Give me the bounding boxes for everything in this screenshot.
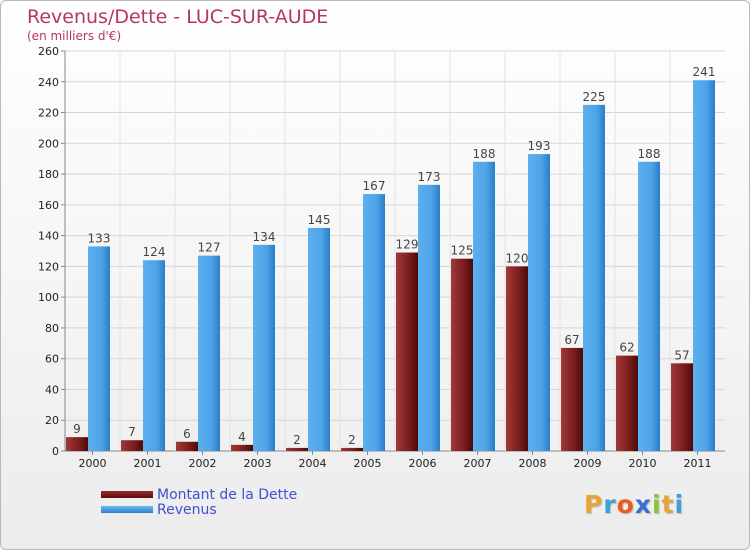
- legend-item-dette: Montant de la Dette: [101, 486, 298, 503]
- bar-dette: [121, 440, 143, 451]
- bar-dette: [176, 441, 198, 451]
- data-label: 188: [638, 147, 661, 161]
- x-tick-label: 2004: [299, 457, 327, 470]
- logo-letter: o: [616, 490, 635, 519]
- data-label: 62: [619, 341, 634, 355]
- bar-dette: [286, 447, 308, 451]
- data-label: 129: [396, 238, 419, 252]
- logo-letter: r: [603, 490, 617, 519]
- data-label: 6: [183, 427, 191, 441]
- legend: Montant de la Dette Revenus: [101, 486, 298, 518]
- y-tick-label: 100: [38, 291, 59, 304]
- bar-dette: [616, 355, 638, 451]
- x-tick-label: 2009: [574, 457, 602, 470]
- bar-dette: [671, 363, 693, 451]
- data-label: 145: [308, 213, 331, 227]
- legend-label-revenus: Revenus: [157, 501, 217, 518]
- bar-dette: [231, 444, 253, 451]
- y-tick-label: 120: [38, 260, 59, 273]
- data-label: 67: [564, 333, 579, 347]
- bar-revenus: [638, 161, 660, 451]
- bar-dette: [561, 347, 583, 451]
- logo-letter: i: [674, 490, 685, 519]
- legend-swatch-revenus: [101, 506, 153, 513]
- bar-chart: 0 20 40 60 80 100 120 140 160 180 200 220 240 260 2000…: [38, 45, 725, 470]
- data-label: 124: [143, 245, 166, 259]
- y-tick-label: 160: [38, 199, 59, 212]
- data-label: 173: [418, 170, 441, 184]
- y-tick-label: 200: [38, 137, 59, 150]
- y-tick-label: 180: [38, 168, 59, 181]
- data-label: 120: [506, 251, 529, 265]
- x-tick-label: 2003: [244, 457, 272, 470]
- x-tick-label: 2008: [519, 457, 547, 470]
- y-tick-label: 260: [38, 45, 59, 58]
- data-label: 2: [348, 433, 356, 447]
- x-tick-label: 2011: [684, 457, 712, 470]
- bar-revenus: [198, 255, 220, 451]
- bar-dette: [451, 258, 473, 451]
- bar-revenus: [143, 260, 165, 451]
- legend-item-revenus: Revenus: [101, 501, 297, 518]
- data-label: 4: [238, 430, 246, 444]
- bar-revenus: [693, 80, 715, 451]
- logo-letter: x: [634, 490, 652, 519]
- y-tick-label: 0: [52, 445, 59, 458]
- bar-revenus: [363, 194, 385, 452]
- y-tick-label: 140: [38, 230, 59, 243]
- chart-subtitle: (en milliers d'€): [27, 29, 122, 43]
- x-tick-label: 2006: [409, 457, 437, 470]
- proxiti-logo: Proxiti: [584, 490, 684, 519]
- data-label: 9: [73, 422, 81, 436]
- data-label: 188: [473, 147, 496, 161]
- data-label: 241: [693, 65, 716, 79]
- x-tick-label: 2001: [134, 457, 162, 470]
- legend-swatch-dette: [101, 491, 153, 498]
- legend-label-dette: Montant de la Dette: [157, 486, 298, 503]
- data-label: 2: [293, 433, 301, 447]
- x-tick-label: 2010: [629, 457, 657, 470]
- data-label: 127: [198, 241, 221, 255]
- data-label: 57: [674, 348, 689, 362]
- y-tick-label: 40: [45, 383, 59, 396]
- data-label: 125: [451, 244, 474, 258]
- bar-dette: [341, 447, 363, 451]
- bar-revenus: [473, 161, 495, 451]
- data-label: 193: [528, 139, 551, 153]
- x-tick-label: 2002: [189, 457, 217, 470]
- data-label: 7: [128, 425, 136, 439]
- bar-revenus: [308, 227, 330, 451]
- bar-revenus: [418, 184, 440, 451]
- bar-revenus: [528, 154, 550, 452]
- logo-letter: P: [584, 490, 604, 519]
- bar-revenus: [253, 244, 275, 451]
- x-tick-label: 2005: [354, 457, 382, 470]
- data-label: 133: [88, 231, 111, 245]
- bar-dette: [396, 252, 418, 451]
- bar-dette: [66, 437, 88, 451]
- bar-revenus: [583, 104, 605, 451]
- y-tick-label: 220: [38, 107, 59, 120]
- bar-revenus: [88, 246, 110, 451]
- data-labels: 9 133 7 124 6 127 4 134 2 145 2 167 129 173 125 188 120 1…: [73, 65, 715, 447]
- logo-letter: i: [652, 490, 662, 519]
- y-tick-label: 80: [45, 322, 59, 335]
- y-tick-label: 240: [38, 76, 59, 89]
- data-label: 167: [363, 179, 386, 193]
- x-tick-label: 2007: [464, 457, 492, 470]
- chart-title: Revenus/Dette - LUC-SUR-AUDE: [27, 6, 329, 28]
- bar-dette: [506, 266, 528, 451]
- bars: [66, 80, 715, 452]
- logo-letter: t: [661, 490, 675, 519]
- y-tick-label: 20: [45, 414, 59, 427]
- data-label: 134: [253, 230, 276, 244]
- y-tick-label: 60: [45, 353, 59, 366]
- x-tick-label: 2000: [79, 457, 107, 470]
- grid-lines: 0 20 40 60 80 100 120 140 160 180 200 220 240 260 2000…: [38, 45, 725, 470]
- data-label: 225: [583, 90, 606, 104]
